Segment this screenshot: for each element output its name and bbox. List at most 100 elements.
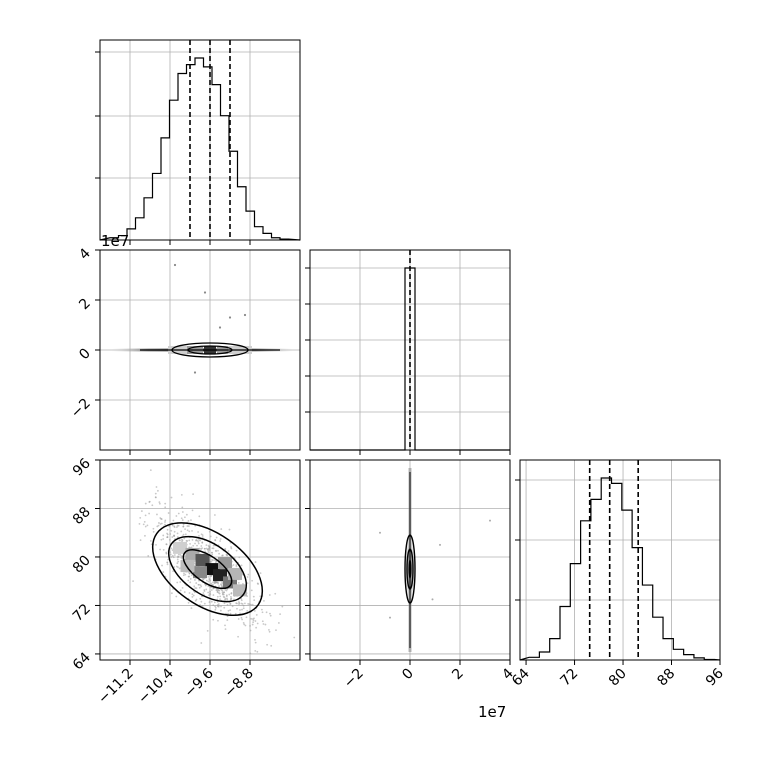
sample-point xyxy=(181,539,184,542)
sample-point xyxy=(173,566,176,568)
sample-point xyxy=(254,641,257,644)
sample-point xyxy=(207,548,209,551)
sample-point xyxy=(277,622,280,624)
sample-point xyxy=(203,291,207,294)
sample-point xyxy=(172,556,175,559)
panel-joint-x-z xyxy=(99,459,301,661)
sample-point xyxy=(261,611,264,614)
sample-point xyxy=(242,621,245,624)
contour-level xyxy=(151,522,264,617)
sample-point xyxy=(218,326,222,329)
sample-point xyxy=(191,539,194,541)
sample-point xyxy=(198,515,201,518)
sample-point xyxy=(224,588,227,591)
sample-point xyxy=(155,543,157,546)
sample-point xyxy=(215,550,217,553)
sample-point xyxy=(178,567,181,570)
sample-point xyxy=(164,519,167,522)
sample-point xyxy=(247,573,250,576)
sample-point xyxy=(245,616,248,619)
sample-point xyxy=(177,566,179,569)
sample-point xyxy=(224,597,227,600)
sample-point xyxy=(211,547,214,550)
sample-point xyxy=(209,556,212,559)
sample-point xyxy=(241,603,244,605)
tick-label: −9.6 xyxy=(181,665,216,700)
sample-point xyxy=(176,556,179,559)
sample-point xyxy=(242,582,244,585)
sample-point xyxy=(182,523,185,526)
sample-point xyxy=(228,316,232,319)
sample-point xyxy=(209,535,212,538)
sample-point xyxy=(167,558,169,561)
sample-point xyxy=(132,580,134,583)
sample-point xyxy=(228,528,231,531)
sample-point xyxy=(229,609,232,612)
sample-point xyxy=(224,624,226,627)
density-cell xyxy=(173,541,187,554)
sample-point xyxy=(229,612,232,615)
axes-frame xyxy=(99,39,301,241)
sample-point xyxy=(197,542,200,545)
sample-point xyxy=(205,544,208,547)
sample-point xyxy=(180,555,183,557)
sample-point xyxy=(201,536,204,538)
sample-point xyxy=(293,636,296,639)
sample-point xyxy=(147,555,150,557)
sample-point xyxy=(186,540,189,542)
sample-point xyxy=(162,548,165,551)
tick-label: 96 xyxy=(703,665,727,689)
sample-point xyxy=(220,589,223,591)
sample-point xyxy=(162,534,165,537)
sample-point xyxy=(260,608,263,611)
sample-point xyxy=(189,542,191,545)
sample-point xyxy=(181,511,184,513)
sample-point xyxy=(199,604,202,606)
sample-point xyxy=(210,600,213,603)
sample-point xyxy=(216,590,219,593)
sample-point xyxy=(251,623,254,626)
sample-point xyxy=(138,523,141,525)
contour-plot xyxy=(112,263,292,374)
sample-point xyxy=(200,545,203,547)
sample-point xyxy=(240,597,243,600)
sample-point xyxy=(201,547,204,550)
tick-label: 64 xyxy=(70,649,94,673)
sample-point xyxy=(259,595,262,598)
sample-point xyxy=(142,523,145,526)
sample-point xyxy=(211,553,214,556)
sample-point xyxy=(231,605,234,608)
sample-point xyxy=(212,544,215,547)
sample-point xyxy=(162,571,165,573)
sample-point xyxy=(180,517,183,520)
sample-point xyxy=(237,635,239,638)
sample-point xyxy=(173,554,176,556)
sample-point xyxy=(198,538,200,541)
sample-point xyxy=(183,572,185,575)
sample-point xyxy=(164,502,167,505)
sample-point xyxy=(176,562,179,565)
sample-point xyxy=(182,574,185,577)
sample-point xyxy=(166,533,169,536)
sample-point xyxy=(168,539,171,541)
sample-point xyxy=(177,553,180,556)
panel-marginal-y xyxy=(309,249,511,451)
sample-point xyxy=(237,618,240,620)
sample-point xyxy=(171,524,174,527)
sample-point xyxy=(249,624,251,627)
sample-point xyxy=(257,583,259,585)
sample-point xyxy=(187,519,190,522)
sample-point xyxy=(183,591,186,593)
sample-point xyxy=(201,541,204,544)
sample-point xyxy=(166,528,169,531)
sample-point xyxy=(193,585,196,588)
sample-point xyxy=(187,579,190,582)
sample-point xyxy=(251,603,254,606)
panel-marginal-z xyxy=(519,459,721,661)
sample-point xyxy=(217,582,220,585)
sample-point xyxy=(220,605,222,608)
sample-point xyxy=(209,590,211,593)
sample-point xyxy=(194,587,197,589)
sample-point xyxy=(263,599,265,602)
sample-point xyxy=(197,531,200,533)
